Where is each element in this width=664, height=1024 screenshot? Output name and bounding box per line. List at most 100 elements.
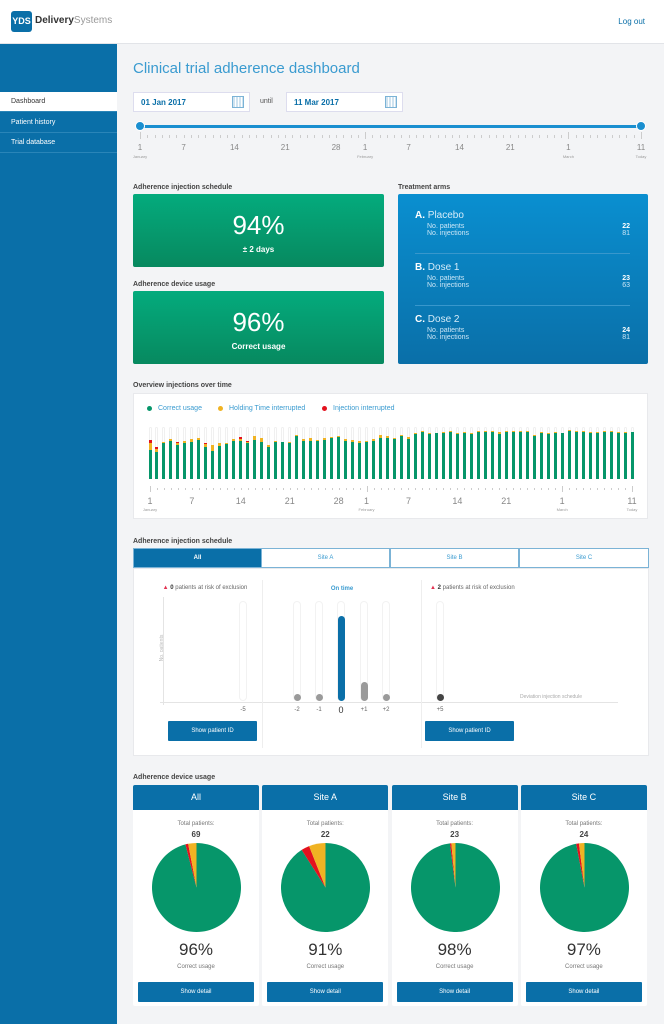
bar-correct-usage bbox=[148, 449, 152, 479]
chart-tick bbox=[618, 488, 620, 490]
legend-label: Correct usage bbox=[158, 405, 202, 412]
chart-tick bbox=[471, 488, 473, 490]
chart-tick bbox=[394, 488, 396, 490]
pie-slice-holding-time-interrupted bbox=[188, 843, 197, 888]
tab-site-a[interactable]: Site A bbox=[261, 548, 390, 568]
bar-holding-time-interrupted bbox=[483, 430, 487, 432]
bar-correct-usage bbox=[595, 432, 599, 479]
chart-tick bbox=[345, 488, 347, 490]
chart-tick bbox=[576, 488, 578, 490]
sidebar-item-patient-history[interactable]: Patient history bbox=[0, 113, 117, 133]
timeline-tick bbox=[532, 135, 534, 138]
timeline-sublabel: March bbox=[562, 154, 574, 159]
bar-track bbox=[239, 601, 247, 701]
bar-holding-time-interrupted bbox=[476, 430, 480, 432]
date-from-input[interactable]: 01 Jan 2017 bbox=[133, 92, 250, 112]
chart-x-sublabel: Today bbox=[626, 507, 638, 512]
bar-injection-interrupted bbox=[246, 440, 250, 443]
bar-correct-usage bbox=[413, 433, 417, 479]
bar-correct-usage bbox=[281, 442, 285, 479]
page-title: Clinical trial adherence dashboard bbox=[133, 60, 360, 77]
bar-correct-usage bbox=[420, 431, 424, 479]
arm-label: No. injections bbox=[427, 230, 470, 237]
chart-tick bbox=[429, 488, 431, 490]
timeline-tick bbox=[365, 132, 367, 139]
bar-correct-usage bbox=[288, 442, 292, 479]
bar-track bbox=[315, 601, 323, 701]
bar-holding-time-interrupted bbox=[246, 442, 250, 444]
bar-correct-usage bbox=[330, 438, 334, 479]
chart-tick bbox=[261, 488, 263, 490]
device-usage-pie bbox=[281, 843, 371, 932]
calendar-icon[interactable] bbox=[385, 96, 397, 108]
bar-injection-interrupted bbox=[204, 443, 208, 445]
calendar-icon[interactable] bbox=[232, 96, 244, 108]
bar-correct-usage bbox=[232, 440, 236, 479]
bar-holding-time-interrupted bbox=[420, 431, 424, 432]
site-card-site-b: Site B Total patients: 23 98% Correct usage S… bbox=[391, 785, 518, 1006]
arm-letter: B. bbox=[415, 262, 425, 273]
timeline-tick bbox=[604, 135, 606, 138]
timeline-tick bbox=[248, 135, 250, 138]
y-axis bbox=[163, 597, 164, 705]
bar-holding-time-interrupted bbox=[372, 438, 376, 441]
deviation-label: -5 bbox=[240, 707, 246, 713]
sidebar-item-trial-database[interactable]: Trial database bbox=[0, 133, 117, 153]
bar-holding-time-interrupted bbox=[553, 431, 557, 433]
date-to-input[interactable]: 11 Mar 2017 bbox=[286, 92, 403, 112]
show-detail-button[interactable]: Show detail bbox=[138, 982, 254, 1002]
chart-tick bbox=[583, 488, 585, 490]
chart-tick bbox=[632, 486, 633, 492]
logo-text: DeliverySystems bbox=[35, 15, 112, 26]
timeline-tick bbox=[169, 135, 171, 138]
timeline-tick bbox=[154, 135, 156, 138]
bar-holding-time-interrupted bbox=[386, 436, 389, 439]
correct-usage-label: Correct usage bbox=[435, 964, 474, 970]
timeline-tick bbox=[394, 135, 396, 138]
site-card-site-c: Site C Total patients: 24 97% Correct usage S… bbox=[520, 785, 647, 1006]
bar-correct-usage bbox=[162, 443, 166, 479]
bar-holding-time-interrupted bbox=[148, 442, 152, 450]
risk-count: 0 bbox=[170, 585, 174, 591]
show-detail-button[interactable]: Show detail bbox=[525, 982, 642, 1002]
chart-tick bbox=[359, 488, 361, 490]
timeline-tick bbox=[495, 135, 497, 138]
timeline-tick bbox=[336, 135, 338, 138]
bar-correct-usage bbox=[490, 431, 494, 479]
tab-all[interactable]: All bbox=[133, 548, 262, 568]
slider-start-handle[interactable] bbox=[135, 121, 145, 131]
chart-tick bbox=[247, 488, 249, 490]
bar-holding-time-interrupted bbox=[211, 444, 215, 451]
chart-tick bbox=[604, 488, 606, 490]
show-detail-button[interactable]: Show detail bbox=[267, 982, 384, 1002]
bar-holding-time-interrupted bbox=[379, 435, 383, 439]
show-patient-id-button-right[interactable]: Show patient ID bbox=[425, 721, 514, 741]
show-patient-id-button-left[interactable]: Show patient ID bbox=[168, 721, 257, 741]
timeline-tick bbox=[633, 135, 635, 138]
tab-site-c[interactable]: Site C bbox=[519, 548, 649, 568]
bar-holding-time-interrupted bbox=[574, 431, 578, 432]
timeline-tick bbox=[641, 132, 642, 139]
logout-link[interactable]: Log out bbox=[618, 17, 645, 26]
slider-end-handle[interactable] bbox=[636, 121, 646, 131]
timeline-tick bbox=[285, 135, 287, 138]
timeline-label: 1 bbox=[566, 143, 571, 152]
bar-holding-time-interrupted bbox=[546, 432, 550, 434]
deviation-label: -2 bbox=[294, 707, 300, 713]
device-usage-pie bbox=[410, 843, 500, 932]
bar-correct-usage bbox=[372, 440, 376, 479]
tab-site-b[interactable]: Site B bbox=[390, 548, 519, 568]
timeline-tick bbox=[568, 132, 570, 139]
show-detail-button[interactable]: Show detail bbox=[396, 982, 513, 1002]
chart-tick bbox=[450, 488, 452, 490]
date-range-slider[interactable] bbox=[140, 125, 641, 128]
chart-x-label: 1 bbox=[364, 496, 370, 506]
sidebar-item-dashboard[interactable]: Dashboard bbox=[0, 92, 117, 112]
arm-label: No. patients bbox=[427, 275, 465, 282]
bar-correct-usage bbox=[504, 431, 508, 479]
legend-correct-usage: Correct usage bbox=[147, 405, 202, 412]
timeline-tick bbox=[147, 135, 149, 138]
sidebar: Dashboard Patient history Trial database bbox=[0, 44, 117, 1024]
chart-x-label: 7 bbox=[189, 496, 195, 506]
deviation-bar bbox=[360, 682, 368, 701]
